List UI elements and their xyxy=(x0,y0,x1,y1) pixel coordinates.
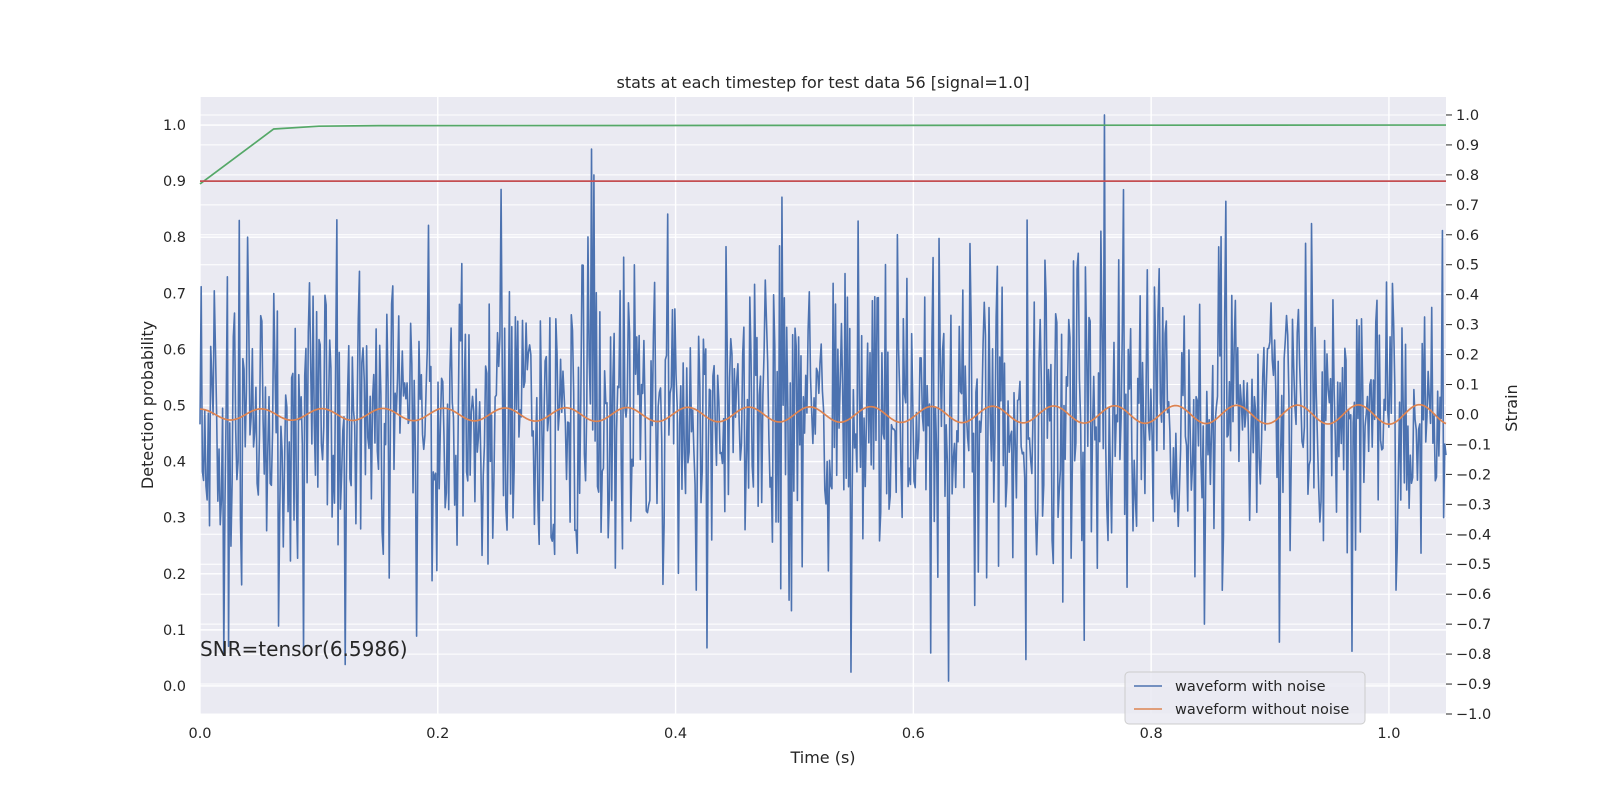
legend-box xyxy=(1124,671,1366,725)
x-ticks: 0.0 0.2 0.4 0.6 0.8 1.0 xyxy=(188,726,1400,742)
y-tick-label-right: 1.0 xyxy=(1456,108,1479,124)
series-layer xyxy=(199,114,1447,682)
y-tick-label-right: −0.4 xyxy=(1456,527,1491,543)
y-tick-label-left: 0.4 xyxy=(163,455,186,471)
y-tick-label-left: 0.0 xyxy=(163,679,186,695)
y-tick-label-right: −0.5 xyxy=(1456,557,1491,573)
legend: waveform with noise waveform without noi… xyxy=(1124,671,1366,725)
y-tick-label-left: 0.7 xyxy=(163,286,186,302)
series-line-waveform-with-noise xyxy=(199,114,1447,682)
x-tick-label: 0.2 xyxy=(426,726,449,742)
x-tick-label: 0.6 xyxy=(902,726,925,742)
y-tick-label-right: 0.2 xyxy=(1456,348,1479,364)
y-axis-label-left: Detection probability xyxy=(138,321,157,489)
y-tick-label-right: 0.5 xyxy=(1456,258,1479,274)
y-tick-label-left: 0.6 xyxy=(163,342,186,358)
y-tick-label-right: −1.0 xyxy=(1456,707,1491,723)
x-tick-label: 0.0 xyxy=(188,726,211,742)
x-tick-label: 1.0 xyxy=(1377,726,1400,742)
y-axis-label-right: Strain xyxy=(1502,384,1521,431)
legend-label-waveform-with-noise: waveform with noise xyxy=(1175,679,1326,695)
legend-label-waveform-without-noise: waveform without noise xyxy=(1175,702,1349,718)
y-tick-label-left: 0.3 xyxy=(163,511,186,527)
y-tick-label-right: −0.2 xyxy=(1456,467,1491,483)
y-tick-label-right: 0.7 xyxy=(1456,198,1479,214)
y-tick-label-right: −0.6 xyxy=(1456,587,1491,603)
x-tick-label: 0.4 xyxy=(664,726,687,742)
y-tick-label-right: −0.8 xyxy=(1456,647,1491,663)
x-axis-label: Time (s) xyxy=(789,748,855,767)
y-tick-label-right: −0.7 xyxy=(1456,617,1491,633)
y-tick-label-right: −0.1 xyxy=(1456,437,1491,453)
y-tick-label-left: 0.5 xyxy=(163,399,186,415)
y-tick-label-right: 0.3 xyxy=(1456,318,1479,334)
y-tick-label-right: −0.3 xyxy=(1456,497,1491,513)
y-tick-label-left: 0.8 xyxy=(163,230,186,246)
y-tick-label-left: 0.1 xyxy=(163,623,186,639)
y-ticks-left: 0.0 0.1 0.2 0.3 0.4 0.5 0.6 0.7 0.8 0.9 1.0 xyxy=(163,118,186,695)
chart-title: stats at each timestep for test data 56 … xyxy=(617,73,1030,92)
y-tick-label-left: 0.2 xyxy=(163,567,186,583)
y-tick-label-right: 0.0 xyxy=(1456,407,1479,423)
y-tick-label-right: 0.9 xyxy=(1456,138,1479,154)
y-tick-label-left: 1.0 xyxy=(163,118,186,134)
x-tick-label: 0.8 xyxy=(1140,726,1163,742)
y-tick-label-right: −0.9 xyxy=(1456,677,1491,693)
y-ticks-right: −1.0 −0.9 −0.8 −0.7 −0.6 −0.5 −0.4 −0.3 −0.2 −0.1… xyxy=(1446,108,1491,723)
series-line-waveform-without-noise xyxy=(199,403,1447,426)
y-tick-label-left: 0.9 xyxy=(163,174,186,190)
y-tick-label-right: 0.8 xyxy=(1456,168,1479,184)
y-tick-label-right: 0.4 xyxy=(1456,288,1479,304)
series-line-series-2 xyxy=(199,124,1447,185)
y-tick-label-right: 0.6 xyxy=(1456,228,1479,244)
y-tick-label-right: 0.1 xyxy=(1456,378,1479,394)
snr-annotation: SNR=tensor(6.5986) xyxy=(200,637,408,661)
